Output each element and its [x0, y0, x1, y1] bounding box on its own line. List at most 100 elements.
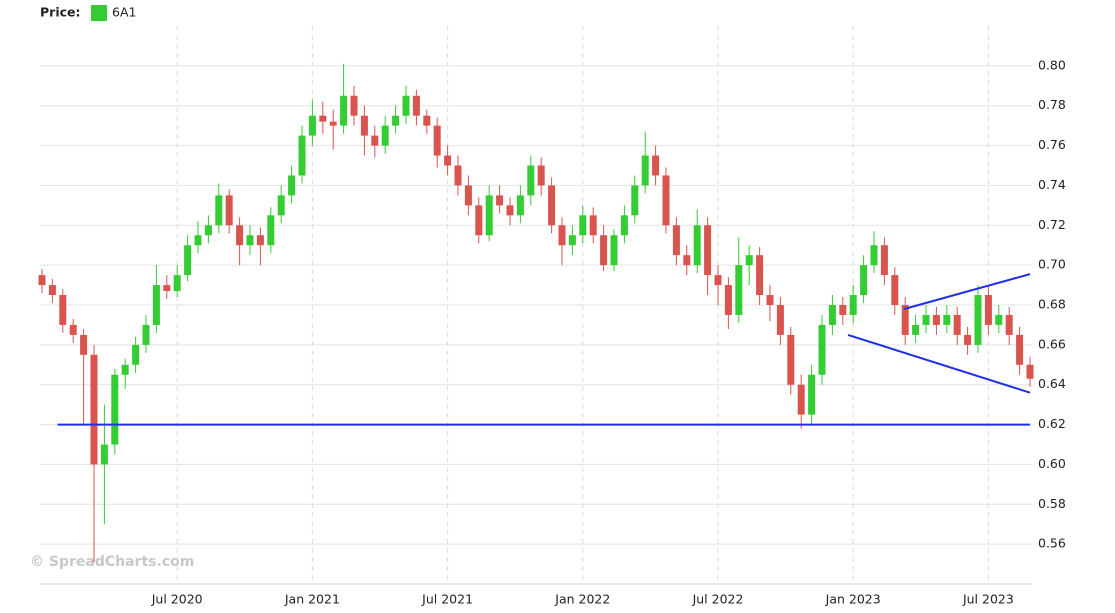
candle-body [464, 185, 472, 206]
candle-body [662, 175, 670, 226]
candle-body [412, 95, 420, 116]
candle-body [828, 305, 836, 325]
candle-body [548, 185, 556, 226]
candle-body [100, 444, 108, 465]
trend-line [847, 333, 1031, 394]
legend-label: 6A1 [112, 5, 136, 20]
x-tick-label: Jan 2022 [554, 592, 610, 607]
candle-body [527, 165, 535, 196]
candle-body [288, 175, 296, 196]
candle-body [402, 95, 410, 116]
candle-body [943, 314, 951, 325]
y-tick-label: 0.78 [1038, 97, 1066, 112]
x-tick-label: Jul 2022 [692, 592, 744, 607]
candle-body [579, 215, 587, 236]
candle-body [912, 324, 920, 335]
candle-body [152, 285, 160, 325]
candle-body [839, 305, 847, 315]
candle-body [870, 245, 878, 266]
x-tick-label: Jan 2023 [825, 592, 881, 607]
candle-body [184, 245, 192, 276]
y-tick-label: 0.56 [1038, 536, 1066, 551]
candle-body [984, 295, 992, 325]
watermark: © SpreadCharts.com [30, 554, 194, 570]
candle-body [860, 265, 868, 296]
y-tick-label: 0.70 [1038, 257, 1066, 272]
candle-body [818, 324, 826, 375]
candle-body [652, 155, 660, 176]
candle-body [48, 285, 56, 296]
candle-body [38, 275, 46, 286]
candle-body [371, 135, 379, 146]
candle-body [340, 95, 348, 126]
candle-body [444, 155, 452, 166]
candle-body [1016, 334, 1024, 365]
candle-body [1026, 364, 1034, 379]
candle-body [756, 255, 764, 296]
candle-body [215, 195, 223, 226]
candle-body [246, 235, 254, 246]
candle-body [350, 95, 358, 116]
candle-body [142, 324, 150, 345]
candle-body [236, 225, 244, 246]
candle-body [849, 295, 857, 315]
candle-body [475, 205, 483, 236]
candle-body [600, 235, 608, 266]
candle-body [953, 314, 961, 335]
candle-body [173, 275, 181, 292]
candle-body [496, 195, 504, 206]
y-tick-label: 0.62 [1038, 416, 1066, 431]
candle-body [329, 121, 337, 126]
y-tick-label: 0.66 [1038, 336, 1066, 351]
candle-body [620, 215, 628, 236]
y-tick-label: 0.80 [1038, 57, 1066, 72]
candle-body [683, 255, 691, 266]
candle-body [631, 185, 639, 216]
candle-body [454, 165, 462, 186]
candle-body [1005, 314, 1013, 335]
candle-body [735, 265, 743, 315]
candle-body [766, 295, 774, 305]
candle-body [537, 165, 545, 186]
x-tick-label: Jan 2021 [284, 592, 340, 607]
candle-body [568, 235, 576, 246]
candle-body [974, 295, 982, 345]
candle-body [277, 195, 285, 216]
y-tick-label: 0.72 [1038, 217, 1066, 232]
y-tick-label: 0.68 [1038, 297, 1066, 312]
candle-body [704, 225, 712, 276]
candle-body [797, 384, 805, 415]
candle-body [80, 334, 88, 355]
x-tick-label: Jul 2021 [421, 592, 473, 607]
candle-body [69, 324, 77, 335]
y-tick-label: 0.76 [1038, 137, 1066, 152]
candle-body [423, 115, 431, 126]
candle-body [121, 364, 129, 375]
candle-body [267, 215, 275, 246]
candle-body [589, 215, 597, 236]
candle-body [891, 275, 899, 305]
candle-body [163, 285, 171, 292]
candle-body [610, 235, 618, 266]
legend-swatch [91, 5, 107, 21]
candle-body [433, 125, 441, 156]
candle-body [319, 115, 327, 122]
x-tick-label: Jul 2023 [962, 592, 1014, 607]
candle-body [194, 235, 202, 246]
candle-body [516, 195, 524, 216]
x-tick-label: Jul 2020 [151, 592, 203, 607]
candle-body [745, 255, 753, 266]
candle-body [964, 334, 972, 345]
candle-body [787, 334, 795, 385]
candle-body [714, 275, 722, 286]
candle-body [808, 374, 816, 415]
candle-body [922, 314, 930, 325]
candle-body [693, 225, 701, 266]
y-tick-label: 0.58 [1038, 496, 1066, 511]
y-tick-label: 0.74 [1038, 177, 1066, 192]
candle-body [59, 295, 67, 325]
candle-body [672, 225, 680, 256]
candle-body [641, 155, 649, 186]
candle-body [132, 344, 140, 365]
